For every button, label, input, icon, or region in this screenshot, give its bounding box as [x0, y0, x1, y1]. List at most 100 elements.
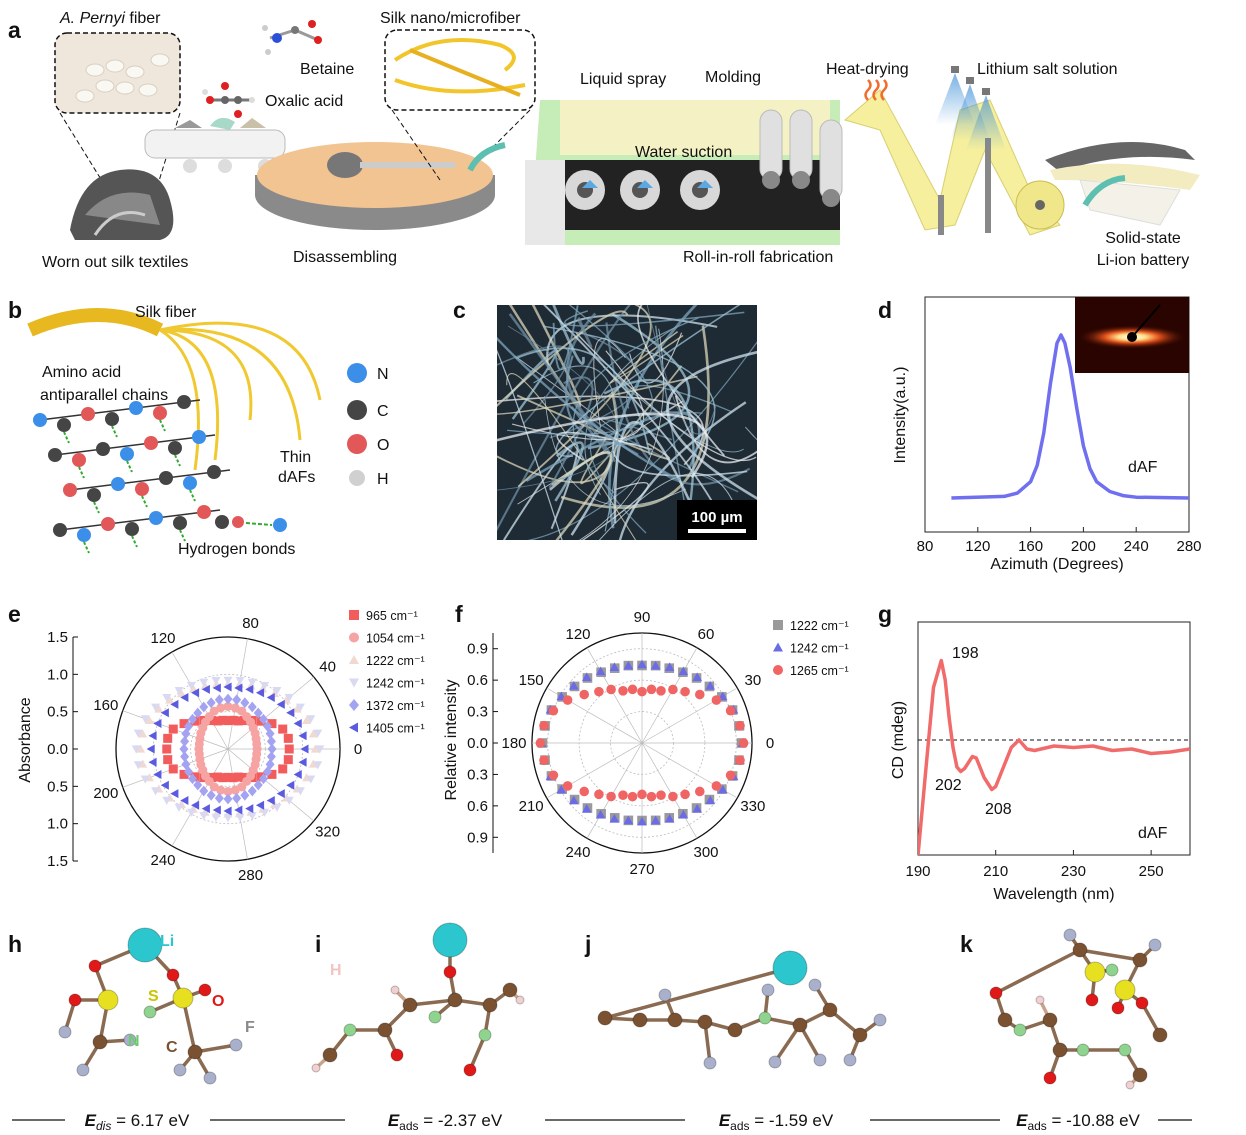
data-point — [705, 680, 716, 690]
data-point — [308, 729, 318, 738]
data-point — [148, 757, 157, 767]
atom — [81, 407, 95, 421]
data-point — [186, 808, 196, 817]
data-point — [245, 684, 254, 694]
data-point — [218, 715, 228, 725]
data-point — [260, 682, 270, 691]
data-point — [725, 705, 736, 716]
x-tick-label: 250 — [1139, 863, 1164, 880]
atom-n — [428, 1010, 442, 1024]
energy-value: = -2.37 eV — [419, 1111, 503, 1130]
data-point — [179, 743, 189, 755]
angle-tick-label: 40 — [319, 659, 336, 676]
fiber-strand — [506, 373, 637, 540]
data-point — [656, 790, 666, 800]
data-point — [186, 682, 196, 691]
atom-f — [703, 1056, 717, 1070]
x-tick-label: 120 — [965, 538, 990, 555]
oxalic-acid-molecule-icon — [202, 82, 255, 118]
data-point — [223, 693, 233, 705]
data-point — [568, 795, 579, 805]
legend-item-c: C — [347, 400, 389, 420]
data-point — [162, 796, 172, 805]
data-point — [692, 804, 703, 813]
legend-label: 1222 cm⁻¹ — [366, 654, 425, 668]
data-point — [637, 659, 647, 669]
atom-c — [792, 1017, 808, 1033]
radial-tick-label: 0.9 — [467, 641, 488, 658]
panel-g: g CD (mdeg) Wavelength (nm) 198 202 208 … — [878, 601, 1191, 903]
oxygen-atom-icon — [347, 434, 367, 454]
polar-spoke — [227, 676, 315, 750]
atom-f — [873, 1013, 887, 1027]
hydrogen-bond — [189, 489, 196, 502]
data-point — [606, 684, 616, 695]
energy-subscript: ads — [730, 1119, 749, 1133]
energy-value: = -10.88 eV — [1047, 1111, 1141, 1130]
battery-illustration — [1045, 142, 1200, 226]
cd-spectrum-curve — [918, 658, 1190, 855]
data-point — [199, 812, 209, 821]
atom-f — [1063, 928, 1077, 942]
energy-symbol: E — [719, 1111, 731, 1130]
data-point — [245, 804, 254, 814]
atom — [129, 401, 143, 415]
atom — [120, 447, 134, 461]
data-point — [201, 684, 210, 694]
atom — [173, 516, 187, 530]
data-point — [170, 699, 179, 709]
data-point — [180, 751, 190, 763]
hydrogen-bond — [131, 535, 138, 548]
molecule-h — [58, 927, 243, 1085]
fiber-label: A. Pernyi fiber — [59, 10, 161, 27]
roll-in-roll-label: Roll-in-roll fabrication — [683, 249, 833, 266]
atom — [153, 406, 167, 420]
data-point — [306, 715, 316, 724]
legend-label: 1054 cm⁻¹ — [366, 632, 425, 646]
atom-n — [343, 1023, 357, 1037]
energy-h: Edis = 6.17 eV — [85, 1111, 190, 1133]
atom-c — [697, 1014, 713, 1030]
fiber-label-rest: fiber — [125, 10, 161, 27]
betaine-label: Betaine — [300, 61, 354, 78]
x-tick-label: 240 — [1124, 538, 1149, 555]
fiber-strand — [552, 305, 579, 371]
heat-drying-icon — [864, 79, 888, 101]
data-point — [188, 713, 198, 725]
atom — [135, 482, 149, 496]
data-point — [170, 789, 179, 799]
data-point — [234, 805, 243, 815]
panel-letter-k: k — [960, 931, 973, 957]
data-point — [272, 803, 282, 812]
scale-bar-label: 100 µm — [691, 509, 742, 526]
atom — [33, 413, 47, 427]
atom-c — [597, 1010, 613, 1026]
fiber-strand — [497, 336, 681, 482]
angle-tick-label: 240 — [565, 844, 590, 861]
oxalic-acid-label: Oxalic acid — [265, 93, 343, 110]
heat-drying-label: Heat-drying — [826, 61, 909, 78]
panel-letter-c: c — [453, 297, 466, 323]
data-point — [298, 757, 307, 767]
atom-s — [1114, 979, 1136, 1001]
angle-tick-label: 330 — [740, 798, 765, 815]
legend-label: 1242 cm⁻¹ — [790, 642, 849, 656]
data-point — [680, 686, 690, 697]
polar-spoke — [227, 638, 248, 750]
data-point — [199, 678, 209, 687]
hydrogen-atom-icon — [349, 470, 365, 486]
atom-li — [772, 950, 808, 986]
data-point — [247, 678, 257, 687]
hydrogen-bond-icon — [215, 515, 287, 532]
data-point — [579, 689, 590, 700]
angle-tick-label: 0 — [354, 741, 362, 758]
data-point — [678, 809, 689, 819]
fiber-strand — [515, 347, 651, 456]
angle-tick-label: 180 — [501, 735, 526, 752]
data-point — [179, 769, 189, 779]
data-point — [223, 701, 233, 711]
panel-c: c 100 µm — [453, 297, 757, 540]
energy-subscript: dis — [96, 1119, 111, 1133]
data-point — [240, 789, 250, 801]
